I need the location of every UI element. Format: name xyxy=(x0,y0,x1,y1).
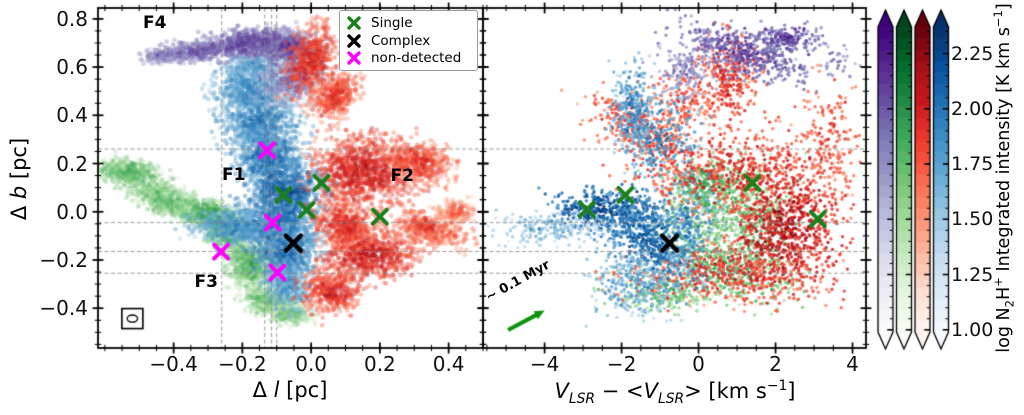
filament-label-F2: F2 xyxy=(390,165,414,186)
y-tick-label: 0.2 xyxy=(56,151,88,176)
x-tick-label: 0.0 xyxy=(295,352,328,376)
complex-x-marker-icon xyxy=(347,33,361,48)
x-tick-label: −4 xyxy=(529,352,560,376)
legend-label-complex: Complex xyxy=(371,32,431,49)
legend-item-non-detected: non-detected xyxy=(346,49,471,67)
x-tick-label: 0.2 xyxy=(363,352,396,376)
y-tick-label: 0.6 xyxy=(56,55,88,80)
x-tick-label: −0.4 xyxy=(149,352,198,376)
y-tick-label: 0.4 xyxy=(56,103,88,128)
y-tick-label: −0.2 xyxy=(39,247,88,272)
filament-label-F3: F3 xyxy=(194,271,218,292)
legend-item-single: Single xyxy=(346,14,471,32)
non-detected-x-marker-icon xyxy=(347,51,361,65)
cbar-tick-label: 1.50 xyxy=(951,208,994,231)
x-tick-label: −2 xyxy=(606,352,637,376)
legend-label-single: Single xyxy=(371,14,413,31)
y-tick-label: −0.4 xyxy=(39,296,88,321)
single-x-marker-icon xyxy=(347,16,361,30)
legend-item-complex: Complex xyxy=(346,32,471,50)
y-tick-label: 0.0 xyxy=(56,199,88,224)
filament-label-F4: F4 xyxy=(142,12,167,33)
cbar-tick-label: 2.25 xyxy=(951,42,994,65)
x-axis-label-left: Δ l [pc] xyxy=(252,378,328,402)
y-tick-label: 0.8 xyxy=(56,6,88,31)
x-tick-label: 0 xyxy=(692,352,705,376)
cbar-tick-label: 1.75 xyxy=(951,153,994,176)
cbar-tick-label: 2.00 xyxy=(951,97,994,120)
x-tick-label: 2 xyxy=(769,352,782,376)
cbar-tick-label: 1.00 xyxy=(951,318,994,341)
x-tick-label: 4 xyxy=(846,352,859,376)
y-axis-label: Δ b [pc] xyxy=(7,137,31,221)
x-axis-label-right: VLSR − <VLSR> [km s−1] xyxy=(554,378,796,408)
legend: Single Complex non-detected xyxy=(339,10,478,71)
x-tick-label: −0.2 xyxy=(218,352,267,376)
cbar-tick-label: 1.25 xyxy=(951,263,994,286)
filament-label-F1: F1 xyxy=(222,164,246,185)
x-tick-label: 0.4 xyxy=(432,352,465,376)
legend-label-non-detected: non-detected xyxy=(371,50,462,67)
